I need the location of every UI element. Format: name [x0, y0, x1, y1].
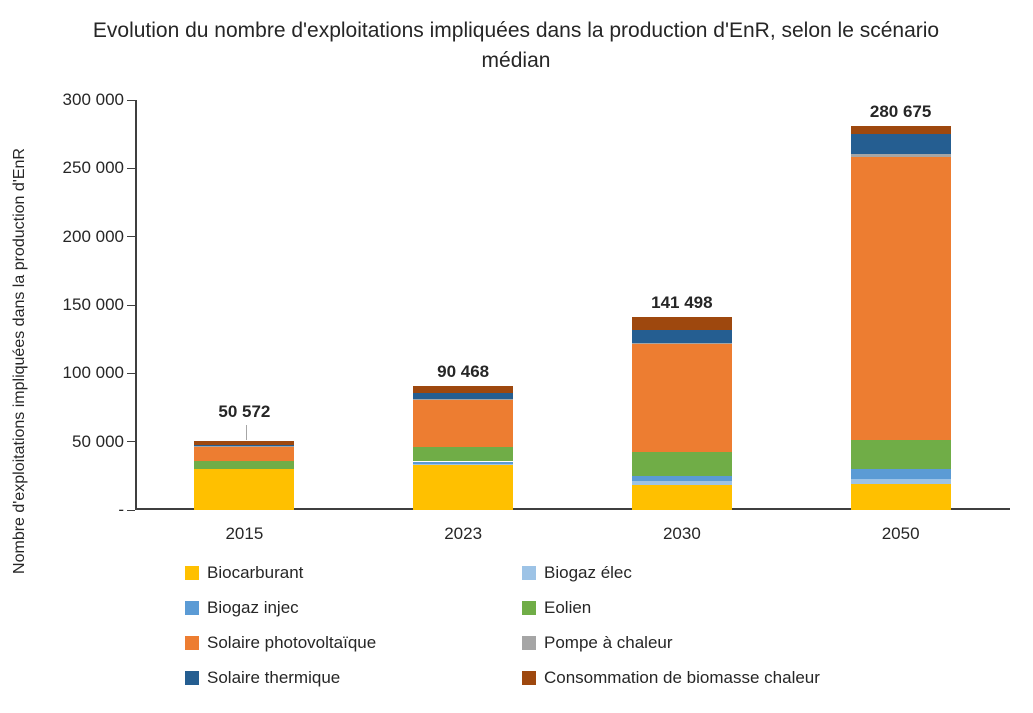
bar-segment-solaire-thermique — [850, 134, 951, 155]
bar-segment-solaire-thermique — [631, 329, 732, 343]
bar-segment-solaire-photovoltaique — [413, 399, 514, 448]
bar-total-label: 280 675 — [869, 102, 932, 122]
y-tick-mark — [127, 236, 135, 238]
legend-item-solaire-thermique: Solaire thermique — [185, 667, 522, 689]
legend-item-biogaz-injec: Biogaz injec — [185, 597, 522, 619]
bar-segment-consommation-de-biomasse-chaleur — [631, 316, 732, 330]
y-tick-label: 300 000 — [62, 90, 124, 109]
legend-label: Biocarburant — [207, 563, 304, 582]
bar-segment-biogaz-elec — [631, 481, 732, 485]
bar-segment-biogaz-elec — [413, 463, 514, 465]
y-tick-mark — [127, 99, 135, 101]
legend-label: Biogaz injec — [207, 598, 299, 617]
legend-item-biogaz-elec: Biogaz élec — [522, 562, 820, 584]
bar-segment-solaire-photovoltaique — [850, 157, 951, 441]
y-tick-label: - — [118, 500, 124, 519]
bar-segment-biogaz-injec — [631, 476, 732, 482]
legend-swatch-biogaz-elec — [522, 566, 536, 580]
y-tick-mark — [127, 441, 135, 443]
bar-segment-eolien — [850, 440, 951, 469]
y-tick-label: 100 000 — [62, 363, 124, 383]
bar-segment-biocarburant — [850, 484, 951, 510]
x-tick-label: 2015 — [225, 524, 264, 543]
bar-segment-biogaz-injec — [413, 461, 514, 464]
plot-area — [135, 100, 1010, 510]
legend-item-solaire-photovoltaique: Solaire photovoltaïque — [185, 632, 522, 654]
y-tick-mark — [127, 167, 135, 169]
bar-segment-biocarburant — [413, 464, 514, 510]
x-tick-label: 2023 — [444, 524, 483, 543]
bar-segment-solaire-thermique — [194, 445, 295, 447]
bar-total-label: 141 498 — [651, 292, 713, 312]
legend-label: Solaire photovoltaïque — [207, 633, 377, 652]
legend-item-consommation-de-biomasse-chaleur: Consommation de biomasse chaleur — [522, 667, 820, 689]
bar-segment-biocarburant — [631, 484, 732, 510]
legend-swatch-eolien — [522, 601, 536, 615]
bar-segment-pompe-a-chaleur — [413, 398, 514, 400]
y-tick-label: 200 000 — [62, 226, 124, 246]
bar-segment-eolien — [194, 460, 295, 469]
legend-label: Consommation de biomasse chaleur — [544, 668, 820, 687]
bar-segment-pompe-a-chaleur — [631, 342, 732, 344]
legend-swatch-biocarburant — [185, 566, 199, 580]
legend: Biocarburant Biogaz élec Biogaz injec Eolie… — [185, 562, 820, 689]
legend-swatch-pompe-a-chaleur — [522, 636, 536, 650]
legend-swatch-biogaz-injec — [185, 601, 199, 615]
bar-segment-consommation-de-biomasse-chaleur — [413, 386, 514, 394]
bar-segment-consommation-de-biomasse-chaleur — [850, 126, 951, 135]
legend-item-pompe-a-chaleur: Pompe à chaleur — [522, 632, 820, 654]
y-tick-mark — [127, 509, 135, 511]
legend-label: Eolien — [544, 598, 592, 617]
bar-segment-biocarburant — [194, 469, 295, 510]
bar-segment-solaire-thermique — [413, 393, 514, 399]
y-tick-label: 50 000 — [72, 431, 124, 451]
legend-label: Pompe à chaleur — [544, 633, 673, 652]
bar-segment-biogaz-elec — [850, 479, 951, 485]
y-tick-mark — [127, 372, 135, 374]
x-tick-label: 2030 — [662, 524, 701, 543]
x-tick-label: 2050 — [881, 524, 920, 543]
legend-swatch-solaire-thermique — [185, 671, 199, 685]
bar-total-label: 50 572 — [218, 401, 271, 421]
legend-label: Solaire thermique — [207, 668, 341, 687]
bar-total-label: 90 468 — [437, 362, 490, 382]
legend-swatch-consommation-de-biomasse-chaleur — [522, 671, 536, 685]
bar-segment-eolien — [631, 452, 732, 477]
legend-item-biocarburant: Biocarburant — [185, 562, 522, 584]
y-tick-label: 150 000 — [62, 295, 124, 314]
y-tick-label: 250 000 — [62, 158, 124, 178]
legend-swatch-solaire-photovoltaique — [185, 636, 199, 650]
legend-item-eolien: Eolien — [522, 597, 820, 619]
legend-label: Biogaz élec — [544, 563, 632, 582]
y-tick-mark — [127, 304, 135, 306]
total-label-leader-line — [246, 424, 248, 440]
bar-segment-solaire-photovoltaique — [194, 446, 295, 461]
bar-segment-pompe-a-chaleur — [850, 154, 951, 158]
bar-segment-solaire-photovoltaique — [631, 343, 732, 453]
chart-title: Evolution du nombre d'exploitations impl… — [92, 19, 940, 72]
bar-segment-consommation-de-biomasse-chaleur — [194, 440, 295, 446]
bar-segment-biogaz-injec — [850, 469, 951, 479]
bar-segment-eolien — [413, 447, 514, 462]
